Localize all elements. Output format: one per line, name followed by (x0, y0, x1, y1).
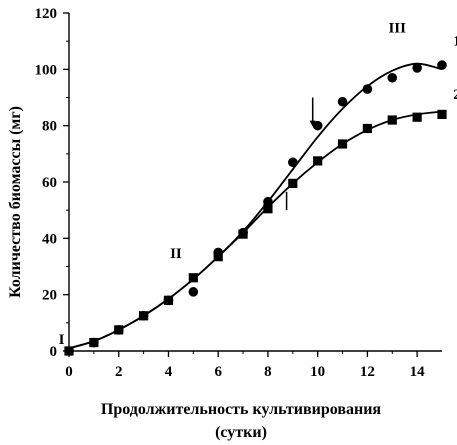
y-tick-label: 20 (42, 288, 57, 304)
point-series-2 (139, 311, 149, 321)
fit-curve-series-1 (68, 62, 443, 350)
point-series-2 (263, 204, 273, 214)
point-series-2 (213, 252, 223, 262)
ticks: 0 20 40 60 80 100 120 0 2 4 6 8 10 12 14 (35, 6, 426, 380)
y-axis-title: Количество биомассы (мг) (7, 106, 24, 298)
point-series-1 (412, 63, 422, 73)
annotation-II: II (170, 246, 182, 262)
point-series-1 (188, 287, 199, 297)
fit-curves (68, 62, 443, 350)
x-tick-label: 0 (65, 364, 73, 380)
point-series-1 (387, 72, 398, 83)
annotation-1: 1 (453, 33, 457, 49)
y-tick-label: 100 (35, 62, 58, 78)
point-series-2 (188, 273, 198, 283)
y-tick-label: 60 (42, 175, 57, 191)
point-series-2 (362, 123, 372, 134)
point-series-1 (312, 120, 323, 131)
point-series-1 (263, 196, 273, 207)
point-series-1 (288, 157, 298, 168)
x-axis-title-line2: (сутки) (215, 424, 267, 441)
annotation-2: 2 (453, 87, 457, 103)
x-tick-label: 2 (115, 364, 123, 380)
fit-curve-series-2 (68, 110, 443, 350)
x-tick-label: 10 (310, 364, 325, 380)
y-tick-label: 80 (42, 119, 57, 135)
annotation-III: III (388, 21, 406, 37)
arrow-head (309, 120, 316, 127)
y-tick-label: 120 (35, 6, 58, 22)
point-series-2 (89, 337, 99, 348)
point-series-2 (114, 325, 124, 335)
point-series-2 (288, 178, 298, 189)
annotation-I: I (59, 332, 65, 348)
x-tick-label: 14 (410, 364, 426, 380)
y-tick-label: 40 (42, 231, 57, 247)
x-tick-label: 12 (360, 364, 375, 380)
point-series-1 (437, 60, 447, 70)
point-series-2 (238, 229, 248, 239)
point-series-2 (437, 109, 447, 119)
point-series-1 (337, 96, 348, 107)
point-series-2 (337, 139, 348, 149)
x-tick-label: 4 (165, 364, 173, 380)
point-series-2 (64, 346, 74, 356)
x-axis-title-line1: Продолжительность культивирования (101, 401, 382, 418)
point-series-2 (387, 115, 397, 125)
x-tick-label: 6 (214, 364, 222, 380)
phase-markers (285, 97, 316, 211)
point-series-2 (412, 112, 422, 122)
point-series-2 (313, 156, 323, 166)
point-series-2 (163, 295, 174, 305)
x-tick-label: 8 (264, 364, 272, 380)
y-tick-label: 0 (50, 344, 58, 360)
axes (68, 13, 442, 352)
data-points (64, 60, 447, 356)
point-series-1 (362, 84, 373, 94)
